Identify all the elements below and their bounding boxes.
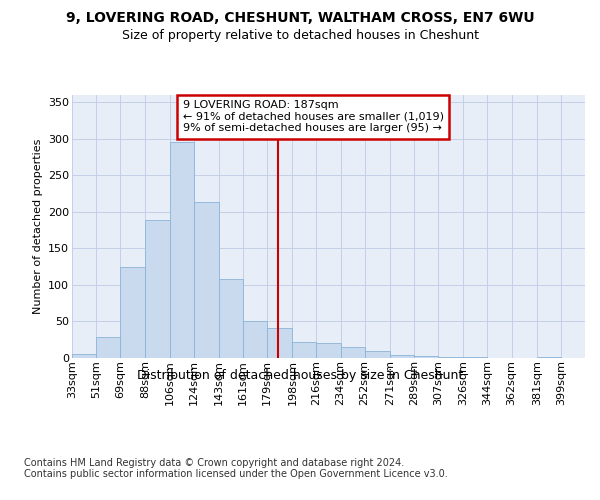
Bar (365, 351, 390, 358)
Bar (243, 321, 267, 358)
Y-axis label: Number of detached properties: Number of detached properties (32, 138, 43, 314)
Bar (170, 142, 194, 358)
Bar (438, 357, 463, 358)
Bar (463, 357, 487, 358)
Text: Distribution of detached houses by size in Cheshunt: Distribution of detached houses by size … (137, 369, 463, 382)
Text: Contains HM Land Registry data © Crown copyright and database right 2024.
Contai: Contains HM Land Registry data © Crown c… (24, 458, 448, 479)
Bar (341, 348, 365, 358)
Text: 9 LOVERING ROAD: 187sqm
← 91% of detached houses are smaller (1,019)
9% of semi-: 9 LOVERING ROAD: 187sqm ← 91% of detache… (183, 100, 444, 134)
Bar (267, 328, 292, 358)
Bar (120, 267, 145, 358)
Bar (145, 220, 170, 358)
Bar (390, 356, 414, 358)
Bar (316, 343, 341, 357)
Bar (537, 357, 561, 358)
Bar (194, 202, 219, 358)
Bar (414, 356, 438, 358)
Bar (292, 342, 316, 357)
Bar (219, 280, 243, 357)
Text: Size of property relative to detached houses in Cheshunt: Size of property relative to detached ho… (121, 29, 479, 42)
Bar (96, 337, 120, 357)
Bar (72, 354, 96, 358)
Text: 9, LOVERING ROAD, CHESHUNT, WALTHAM CROSS, EN7 6WU: 9, LOVERING ROAD, CHESHUNT, WALTHAM CROS… (65, 11, 535, 25)
